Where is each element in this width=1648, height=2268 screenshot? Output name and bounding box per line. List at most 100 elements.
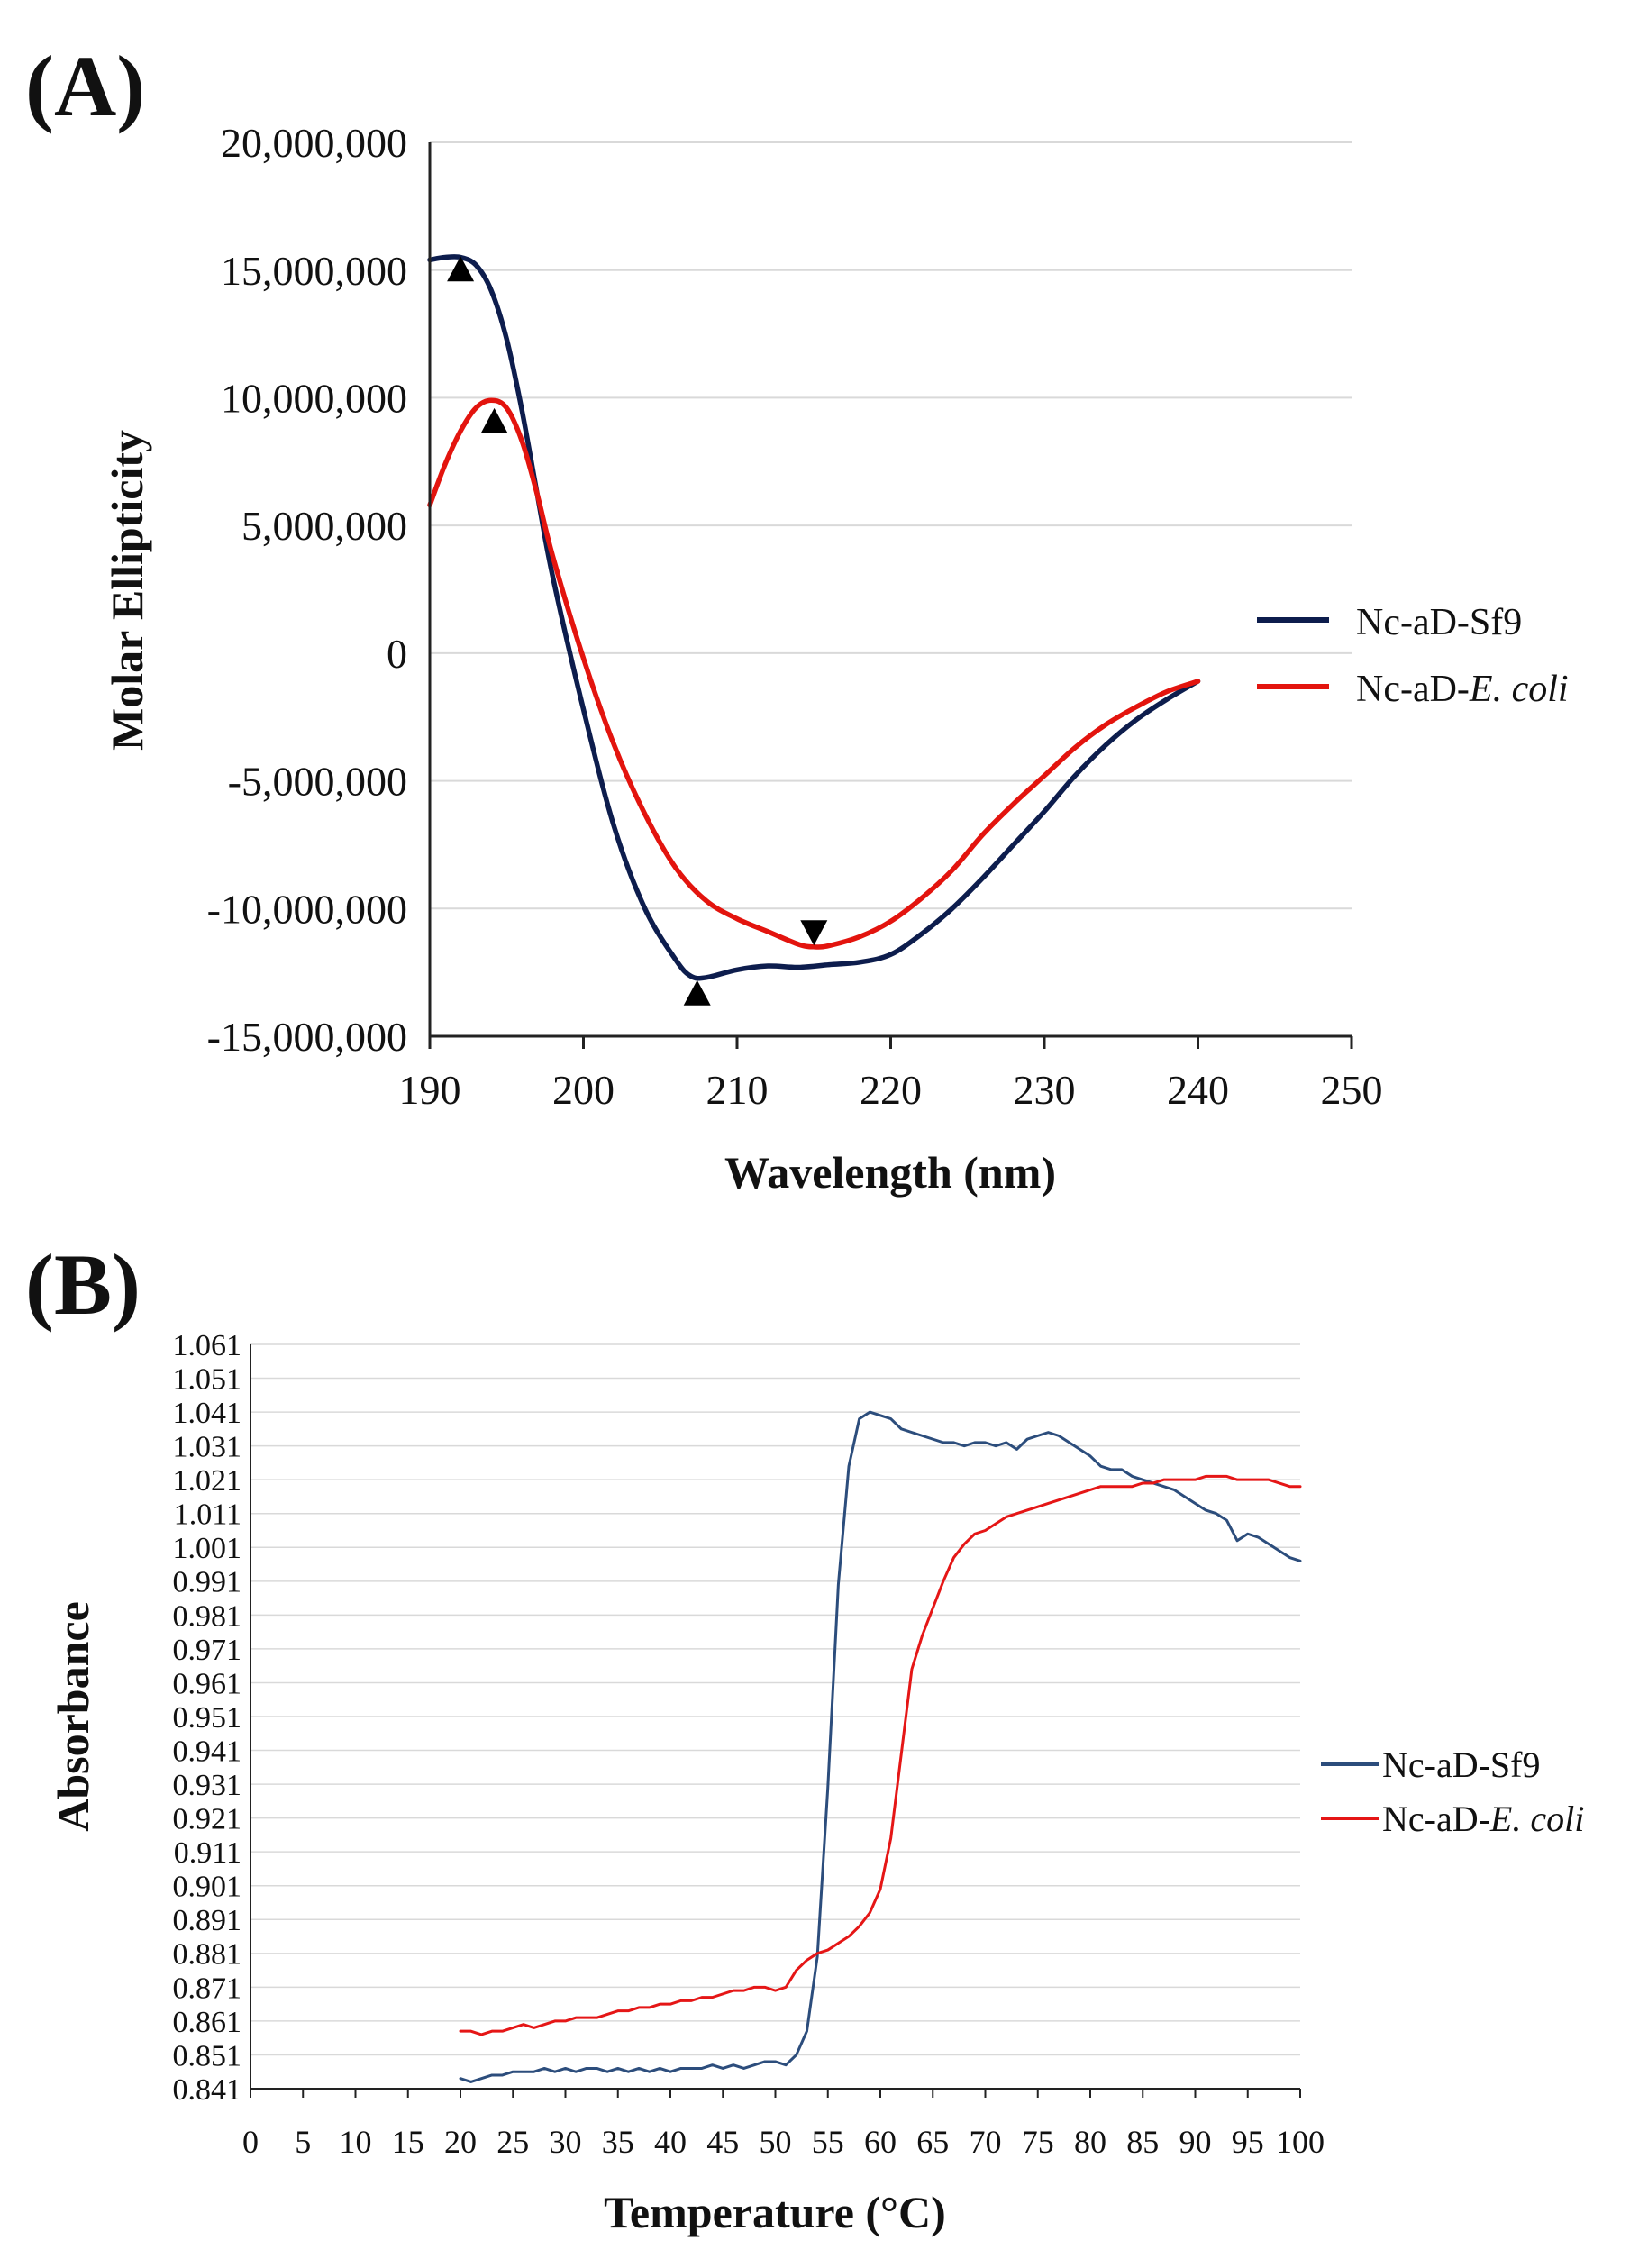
panel-a-up-triangle-marker	[683, 979, 711, 1006]
panel-b-x-tick-label: 30	[550, 2124, 582, 2160]
panel-a-down-triangle-marker	[800, 920, 828, 946]
panel-b-x-tick-label: 10	[340, 2124, 372, 2160]
panel-b-y-tick-label: 0.981	[173, 1599, 242, 1633]
panel-a-x-tick-label: 250	[1321, 1067, 1383, 1113]
panel-b-x-tick-label: 5	[295, 2124, 311, 2160]
panel-b-legend-text-sf9: Nc-aD-Sf9	[1382, 1744, 1541, 1785]
panel-b-x-tick-label: 50	[760, 2124, 792, 2160]
panel-a-y-axis-title: Molar Ellipticity	[102, 430, 152, 751]
panel-a-y-tick-label: 20,000,000	[221, 120, 407, 166]
panel-b-x-tick-label: 55	[812, 2124, 844, 2160]
panel-b-y-tick-label: 0.911	[174, 1836, 241, 1870]
panel-b-y-tick-label: 1.011	[174, 1498, 241, 1532]
panel-b-y-axis-title: Absorbance	[48, 1601, 98, 1832]
panel-b-y-tick-label: 0.841	[173, 2073, 242, 2107]
panel-a-legend: Nc-aD-Sf9 Nc-aD-E. coli	[1257, 602, 1569, 710]
panel-b-y-tick-label: 1.061	[173, 1329, 242, 1362]
chart-panel-a: (A) 20,000,000 15,000,000 10,000,000 5,000,…	[25, 38, 1569, 1198]
panel-b-y-tick-label: 1.041	[173, 1397, 242, 1430]
panel-b-x-tick-label: 20	[444, 2124, 477, 2160]
panel-b-y-tick-label: 0.891	[173, 1904, 242, 1937]
panel-b-x-axis-title: Temperature (°C)	[604, 2187, 946, 2237]
panel-a-y-tick-labels: 20,000,000 15,000,000 10,000,000 5,000,000 0…	[207, 120, 407, 1060]
panel-b-legend-item-ecoli: Nc-aD-E. coli	[1321, 1799, 1584, 1839]
panel-b-legend-text-ecoli-italic: E. coli	[1489, 1799, 1584, 1839]
panel-b-x-tick-label: 15	[392, 2124, 424, 2160]
panel-b-y-tick-label: 0.881	[173, 1938, 242, 1972]
panel-b-y-tick-label: 1.021	[173, 1464, 242, 1498]
panel-b-y-tick-label: 0.941	[173, 1735, 242, 1768]
panel-a-x-tick-label: 210	[706, 1067, 769, 1113]
panel-b-x-tick-label: 60	[864, 2124, 897, 2160]
panel-a-y-tick-label: 15,000,000	[221, 248, 407, 294]
panel-b-x-tick-label: 65	[916, 2124, 949, 2160]
panel-a-x-tick-label: 230	[1014, 1067, 1076, 1113]
panel-b-x-tick-label: 25	[496, 2124, 529, 2160]
panel-a-series-line-ecoli	[427, 397, 1201, 950]
panel-b-x-tick-label: 40	[654, 2124, 687, 2160]
panel-a-y-tick-label: 0	[387, 631, 407, 677]
panel-b-y-tick-label: 1.051	[173, 1362, 242, 1396]
panel-a-series-line-sf9	[427, 254, 1201, 981]
panel-b-y-tick-labels: 1.0611.0511.0411.0311.0211.0111.0010.991…	[173, 1329, 242, 2107]
panel-a-x-tick-label: 190	[399, 1067, 461, 1113]
panel-b-legend-text-ecoli: Nc-aD-	[1382, 1799, 1490, 1839]
panel-a-gridlines	[430, 141, 1352, 910]
panel-a-legend-item-ecoli: Nc-aD-E. coli	[1257, 669, 1569, 710]
panel-b-y-tick-label: 0.871	[173, 1972, 242, 2005]
panel-a-x-tick-label: 200	[552, 1067, 615, 1113]
panel-b-x-tick-label: 95	[1232, 2124, 1264, 2160]
panel-a-y-tick-label: -10,000,000	[207, 886, 407, 932]
panel-b-x-tick-label: 75	[1022, 2124, 1054, 2160]
panel-a-x-tick-label: 220	[860, 1067, 922, 1113]
panel-b-x-tick-label: 70	[970, 2124, 1002, 2160]
panel-b-x-tick-label: 100	[1276, 2124, 1325, 2160]
panel-a-y-tick-label: -5,000,000	[228, 759, 407, 805]
panel-a-legend-text-ecoli: Nc-aD-	[1356, 669, 1470, 710]
panel-a-y-tick-label: 5,000,000	[241, 503, 407, 549]
panel-b-x-tick-label: 35	[602, 2124, 634, 2160]
panel-a-legend-label-ecoli: Nc-aD-E. coli	[1356, 669, 1569, 710]
panel-b-y-tick-label: 0.921	[173, 1803, 242, 1836]
panel-b-x-tick-label: 85	[1126, 2124, 1159, 2160]
panel-label-b: (B)	[25, 1236, 141, 1333]
panel-b-y-tick-label: 0.851	[173, 2039, 242, 2072]
panel-b-x-tick-label: 90	[1179, 2124, 1212, 2160]
panel-a-legend-text-ecoli-italic: E. coli	[1469, 669, 1569, 710]
panel-b-y-tick-label: 1.001	[173, 1532, 242, 1565]
chart-panel-b: (B) 1.0611.0511.0411.0311.0211.0111.0010…	[25, 1236, 1584, 2237]
panel-a-legend-label-sf9: Nc-aD-Sf9	[1356, 602, 1522, 643]
panel-a-up-triangle-marker	[480, 407, 508, 433]
panel-b-y-tick-label: 0.991	[173, 1566, 242, 1599]
panel-label-a: (A)	[25, 38, 145, 134]
panel-b-y-tick-label: 0.951	[173, 1701, 242, 1735]
panel-a-markers	[447, 256, 828, 1006]
panel-b-x-tick-label: 0	[242, 2124, 259, 2160]
panel-a-y-tick-label: -15,000,000	[207, 1014, 407, 1060]
panel-b-series-line-sf9	[459, 1410, 1302, 2083]
panel-b-y-tick-label: 0.971	[173, 1634, 242, 1667]
panel-b-x-tick-labels: 0 5 10 15 20 25 30 35 40 45 50 55 60 65 70 75 80 85 90 95 10…	[242, 2089, 1325, 2160]
panel-b-legend-label-ecoli: Nc-aD-E. coli	[1382, 1799, 1584, 1839]
panel-b-gridlines	[250, 1343, 1300, 2056]
panel-a-up-triangle-marker	[447, 256, 475, 282]
panel-b-x-tick-label: 45	[706, 2124, 739, 2160]
panel-b-y-tick-label: 0.961	[173, 1667, 242, 1700]
panel-b-y-tick-label: 0.931	[173, 1769, 242, 1802]
panel-b-legend-label-sf9: Nc-aD-Sf9	[1382, 1744, 1541, 1785]
panel-a-series	[427, 254, 1201, 981]
panel-a-x-tick-labels: 190 200 210 220 230 240 250	[399, 1036, 1383, 1113]
panel-b-series	[459, 1410, 1302, 2083]
panel-b-y-tick-label: 1.031	[173, 1431, 242, 1464]
panel-a-y-tick-label: 10,000,000	[221, 376, 407, 422]
panel-b-y-tick-label: 0.861	[173, 2006, 242, 2039]
panel-a-legend-text-sf9: Nc-aD-Sf9	[1356, 602, 1522, 643]
panel-a-legend-item-sf9: Nc-aD-Sf9	[1257, 602, 1522, 643]
panel-a-x-axis-title: Wavelength (nm)	[724, 1147, 1056, 1198]
panel-b-legend: Nc-aD-Sf9 Nc-aD-E. coli	[1321, 1744, 1584, 1839]
panel-b-x-tick-label: 80	[1074, 2124, 1106, 2160]
panel-b-y-tick-label: 0.901	[173, 1871, 242, 1904]
panel-b-series-line-ecoli	[459, 1474, 1302, 2036]
panel-b-legend-item-sf9: Nc-aD-Sf9	[1321, 1744, 1541, 1785]
